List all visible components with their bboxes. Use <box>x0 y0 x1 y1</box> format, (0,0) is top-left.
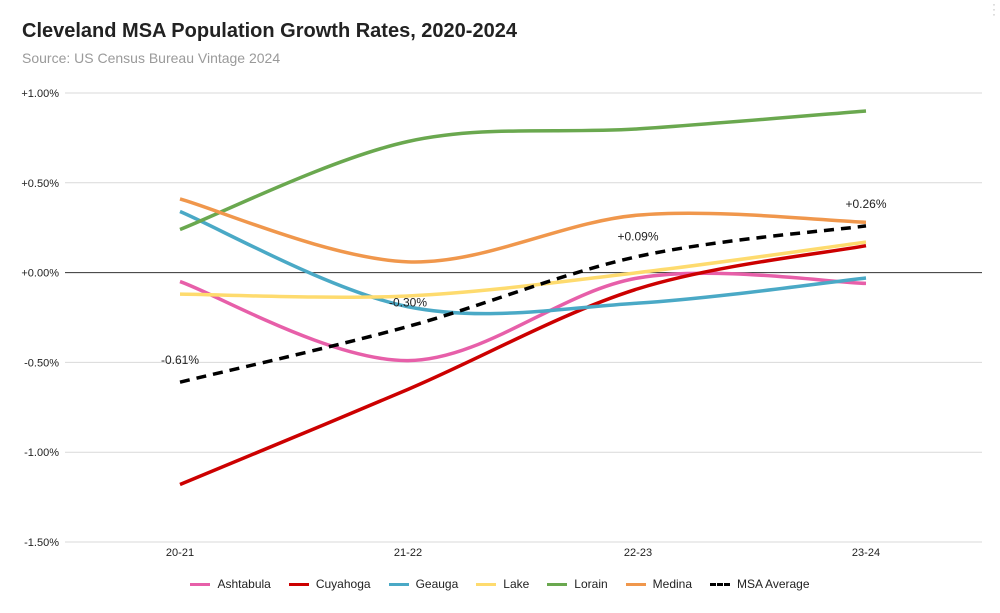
legend-swatch <box>288 582 309 586</box>
legend-item-medina[interactable]: Medina <box>625 577 693 591</box>
x-tick-label: 23-24 <box>852 547 880 559</box>
x-tick-label: 22-23 <box>624 547 652 559</box>
y-tick-label: -1.50% <box>24 537 59 549</box>
legend-label: MSA Average <box>737 577 810 591</box>
legend-label: Lorain <box>574 577 608 591</box>
legend-label: Ashtabula <box>217 577 271 591</box>
legend-swatch <box>476 582 497 586</box>
legend-item-geauga[interactable]: Geauga <box>388 577 459 591</box>
legend-label: Geauga <box>415 577 459 591</box>
legend-swatch <box>625 582 646 586</box>
y-tick-label: +1.00% <box>21 88 59 100</box>
y-tick-label: +0.50% <box>21 178 59 190</box>
data-label: +0.09% <box>617 229 658 243</box>
more-options-icon[interactable]: · · · <box>992 0 996 21</box>
legend-label: Cuyahoga <box>315 577 371 591</box>
x-tick-label: 20-21 <box>166 547 194 559</box>
series-line-ashtabula <box>179 271 867 363</box>
data-label: -0.61% <box>161 353 199 367</box>
legend-swatch <box>190 582 211 586</box>
series-line-cuyahoga <box>179 243 867 487</box>
chart-legend: Ashtabula Cuyahoga Geauga Lake Lorain Medina M… <box>0 577 1000 591</box>
chart-title: Cleveland MSA Population Growth Rates, 2… <box>22 20 517 42</box>
legend-swatch <box>547 582 568 586</box>
series-line-lake <box>179 240 867 299</box>
data-label: -0.30% <box>389 295 427 309</box>
legend-label: Medina <box>652 577 693 591</box>
y-tick-label: +0.00% <box>21 268 59 280</box>
y-tick-label: -0.50% <box>24 357 59 369</box>
x-tick-label: 21-22 <box>394 547 422 559</box>
legend-swatch <box>388 582 409 586</box>
legend-item-lorain[interactable]: Lorain <box>547 577 608 591</box>
series-line-msa-average <box>179 224 867 384</box>
y-tick-label: -1.00% <box>24 447 59 459</box>
chart-subtitle: Source: US Census Bureau Vintage 2024 <box>22 50 281 66</box>
series-line-lorain <box>179 109 867 232</box>
legend-item-ashtabula[interactable]: Ashtabula <box>190 577 271 591</box>
legend-swatch <box>710 582 731 586</box>
series-line-medina <box>179 197 867 264</box>
data-label: +0.26% <box>845 197 886 211</box>
series-line-geauga <box>179 209 867 316</box>
legend-item-cuyahoga[interactable]: Cuyahoga <box>288 577 371 591</box>
legend-item-lake[interactable]: Lake <box>476 577 529 591</box>
legend-label: Lake <box>503 577 530 591</box>
legend-item-msa-average[interactable]: MSA Average <box>710 577 810 591</box>
